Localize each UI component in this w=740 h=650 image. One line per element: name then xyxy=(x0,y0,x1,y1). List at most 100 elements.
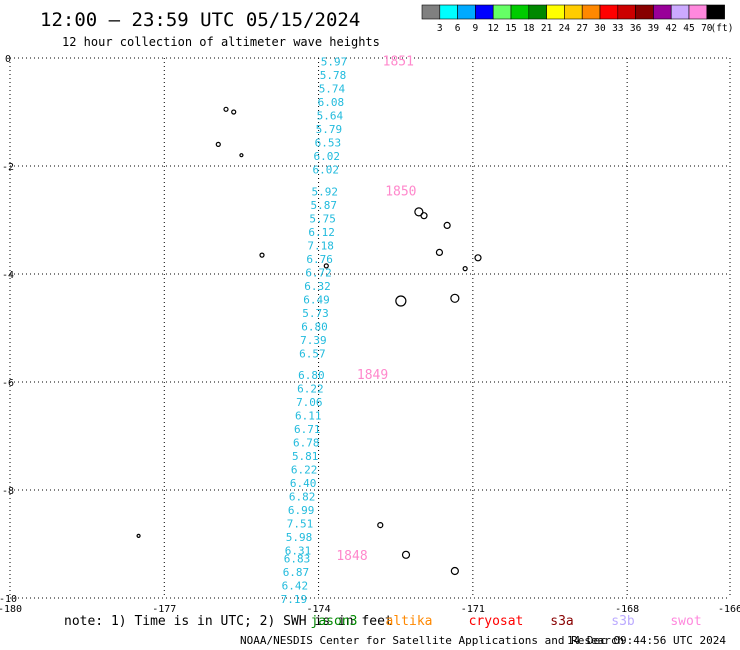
colorbar-swatch xyxy=(457,4,476,20)
grid-lines xyxy=(10,58,730,598)
satellite-jason3: jason3 xyxy=(311,614,358,629)
island xyxy=(450,293,460,303)
swh-value-label: 6.22 xyxy=(291,463,318,476)
footer-note: note: 1) Time is in UTC; 2) SWH is in fe… xyxy=(64,614,393,629)
colorbar-swatch xyxy=(528,4,547,20)
swh-value-label: 5.79 xyxy=(316,123,343,136)
swh-value-label: 6.12 xyxy=(308,226,335,239)
swh-value-label: 5.98 xyxy=(286,531,313,544)
island-outlines xyxy=(136,106,482,576)
colorbar-label: 3 xyxy=(437,23,443,34)
swh-value-label: 5.97 xyxy=(321,56,348,69)
swh-value-label: 6.72 xyxy=(305,266,332,279)
y-tick-label: -4 xyxy=(2,270,14,281)
colorbar-swatch xyxy=(581,4,601,20)
swh-value-label: 7.06 xyxy=(296,396,323,409)
swh-value-label: 6.31 xyxy=(285,544,312,557)
island xyxy=(231,109,237,115)
swh-value-label: 5.74 xyxy=(319,83,346,96)
y-tick-label: 0 xyxy=(5,54,11,65)
island xyxy=(474,254,482,262)
island xyxy=(239,153,244,158)
colorbar-label: 12 xyxy=(487,23,498,34)
swh-value-label: 6.57 xyxy=(299,347,326,360)
x-tick-label: -166 xyxy=(718,604,740,615)
x-tick-label: -180 xyxy=(0,604,22,615)
swh-value-label: 7.51 xyxy=(287,517,314,530)
swh-value-label: 5.78 xyxy=(320,69,347,82)
island xyxy=(136,533,141,539)
island xyxy=(377,521,384,529)
swh-value-label: 6.49 xyxy=(303,293,330,306)
island xyxy=(259,252,265,258)
chart-title: 12:00 – 23:59 UTC 05/15/2024 xyxy=(40,9,360,31)
swh-value-label: 6.99 xyxy=(288,504,315,517)
swh-value-label: 6.71 xyxy=(294,423,321,436)
island xyxy=(395,295,407,307)
colorbar-swatch xyxy=(670,4,690,20)
swh-value-label: 6.02 xyxy=(313,164,340,177)
swh-value-label: 6.83 xyxy=(284,553,311,566)
swh-value-label: 5.73 xyxy=(302,307,329,320)
swh-value-label: 7.18 xyxy=(307,239,334,252)
x-tick-label: -174 xyxy=(307,604,331,615)
colorbar-label: 6 xyxy=(455,23,461,34)
colorbar-label: 45 xyxy=(683,23,694,34)
satellite-s3a: s3a xyxy=(550,614,573,629)
y-tick-label: -6 xyxy=(2,378,14,389)
satellite-altika: altika xyxy=(386,614,433,629)
swh-value-label: 6.40 xyxy=(290,477,317,490)
colorbar-swatch xyxy=(706,4,725,20)
x-tick-label: -171 xyxy=(461,604,485,615)
colorbar-label: 42 xyxy=(665,23,676,34)
colorbar-label: 24 xyxy=(559,23,571,34)
colorbar-label: 18 xyxy=(523,23,535,34)
plot-frame xyxy=(9,57,731,599)
colorbar-swatch xyxy=(688,4,708,20)
swh-value-label: 5.75 xyxy=(309,212,336,225)
island xyxy=(435,248,444,256)
colorbar-label: 9 xyxy=(473,23,479,34)
swh-values: 5.975.785.746.085.645.796.536.026.025.92… xyxy=(281,56,348,606)
island xyxy=(323,263,329,269)
axis-tick-labels: -180 -177 -174 -171 -168 -166 0 -2 -4 -6 -8 -10 xyxy=(0,54,740,615)
swh-value-label: 5.87 xyxy=(310,199,337,212)
colorbar-swatch xyxy=(475,4,494,20)
swh-value-label: 6.80 xyxy=(301,320,328,333)
x-tick-label: -168 xyxy=(615,604,639,615)
swh-value-label: 6.11 xyxy=(295,409,322,422)
swh-value-label: 5.81 xyxy=(292,450,319,463)
y-tick-label: -2 xyxy=(2,162,14,173)
colorbar-label: 15 xyxy=(505,23,516,34)
swh-value-label: 6.08 xyxy=(318,96,345,109)
swh-value-label: 6.02 xyxy=(314,150,341,163)
swh-value-label: 6.22 xyxy=(297,382,324,395)
colorbar-unit: (ft) xyxy=(711,23,734,34)
colorbar-swatch xyxy=(635,4,654,20)
pass-time-label: 1850 xyxy=(385,184,416,199)
footer-timestamp: 14 Dec 09:44:56 UTC 2024 xyxy=(567,634,726,647)
colorbar-swatch xyxy=(653,4,672,20)
swh-value-label: 6.78 xyxy=(293,436,320,449)
island xyxy=(450,566,459,576)
colorbar-label: 30 xyxy=(594,23,606,34)
colorbar-label: 70 xyxy=(701,23,713,34)
x-tick-label: -177 xyxy=(152,604,176,615)
satellite-swot: swot xyxy=(670,614,701,629)
colorbar-swatch xyxy=(439,4,458,20)
colorbar-swatch xyxy=(492,4,512,20)
satellite-s3b: s3b xyxy=(611,614,635,629)
colorbar-swatch xyxy=(546,4,565,20)
satellite-cryosat: cryosat xyxy=(469,614,524,629)
pass-time-label: 1851 xyxy=(383,55,414,70)
y-tick-label: -10 xyxy=(0,594,17,605)
swh-value-label: 5.92 xyxy=(311,185,338,198)
island xyxy=(215,141,221,147)
colorbar-swatch xyxy=(617,4,636,20)
colorbar-label: 27 xyxy=(576,23,587,34)
chart-subtitle: 12 hour collection of altimeter wave hei… xyxy=(62,35,380,49)
island xyxy=(401,550,411,559)
colorbar-label: 39 xyxy=(648,23,660,34)
pass-time-label: 1848 xyxy=(336,549,367,564)
